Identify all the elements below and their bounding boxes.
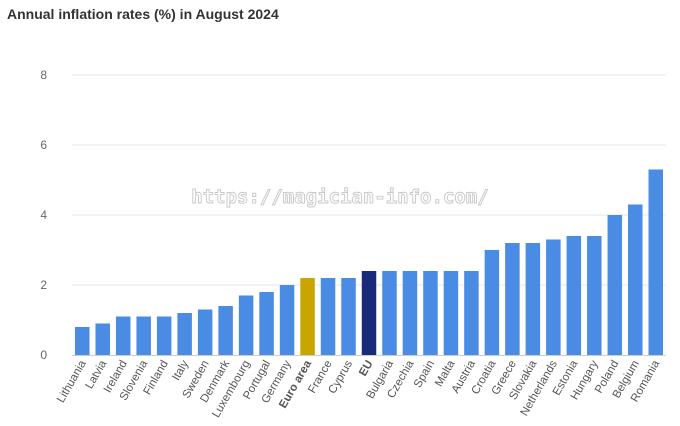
bar-bulgaria: [382, 271, 397, 355]
bar-cyprus: [341, 278, 356, 355]
bar-croatia: [484, 250, 500, 355]
bar-portugal: [259, 292, 274, 355]
bar-czechia: [402, 271, 418, 355]
bar-lithuania: [74, 327, 90, 355]
bar-spain: [423, 271, 438, 355]
bar-sweden: [197, 309, 213, 355]
bar-france: [320, 278, 336, 355]
bar-ireland: [115, 316, 131, 355]
y-axis-ticks: 0 2 4 6 8: [40, 68, 47, 362]
bars: [74, 169, 664, 355]
bar-slovenia: [136, 316, 151, 355]
y-tick-label: 6: [40, 138, 47, 152]
bar-austria: [464, 271, 479, 355]
x-tick-label: EU: [357, 359, 375, 379]
y-tick-label: 8: [40, 68, 47, 82]
bar-poland: [607, 215, 623, 355]
bar-romania: [648, 169, 664, 355]
bar-belgium: [628, 204, 643, 355]
bar-luxembourg: [238, 295, 254, 355]
bar-germany: [279, 285, 295, 355]
x-tick-label: Lithuania: [55, 358, 89, 405]
bar-finland: [156, 316, 172, 355]
y-tick-label: 2: [40, 278, 47, 292]
bar-denmark: [218, 306, 233, 355]
bar-malta: [443, 271, 459, 355]
bar-latvia: [95, 323, 110, 355]
y-tick-label: 4: [40, 208, 47, 222]
chart-title: Annual inflation rates (%) in August 202…: [7, 6, 279, 22]
bar-italy: [177, 313, 192, 355]
bar-greece: [505, 243, 520, 355]
x-tick-label: Spain: [412, 359, 437, 390]
bar-hungary: [587, 236, 602, 355]
bar-estonia: [566, 236, 582, 355]
watermark-text: https://magician-info.com/: [191, 186, 488, 208]
bar-slovakia: [525, 243, 541, 355]
bar-euro-area: [300, 278, 315, 355]
bar-eu: [361, 271, 377, 355]
bar-netherlands: [546, 239, 561, 355]
x-tick-label: Italy: [170, 358, 191, 382]
y-tick-label: 0: [40, 348, 47, 362]
